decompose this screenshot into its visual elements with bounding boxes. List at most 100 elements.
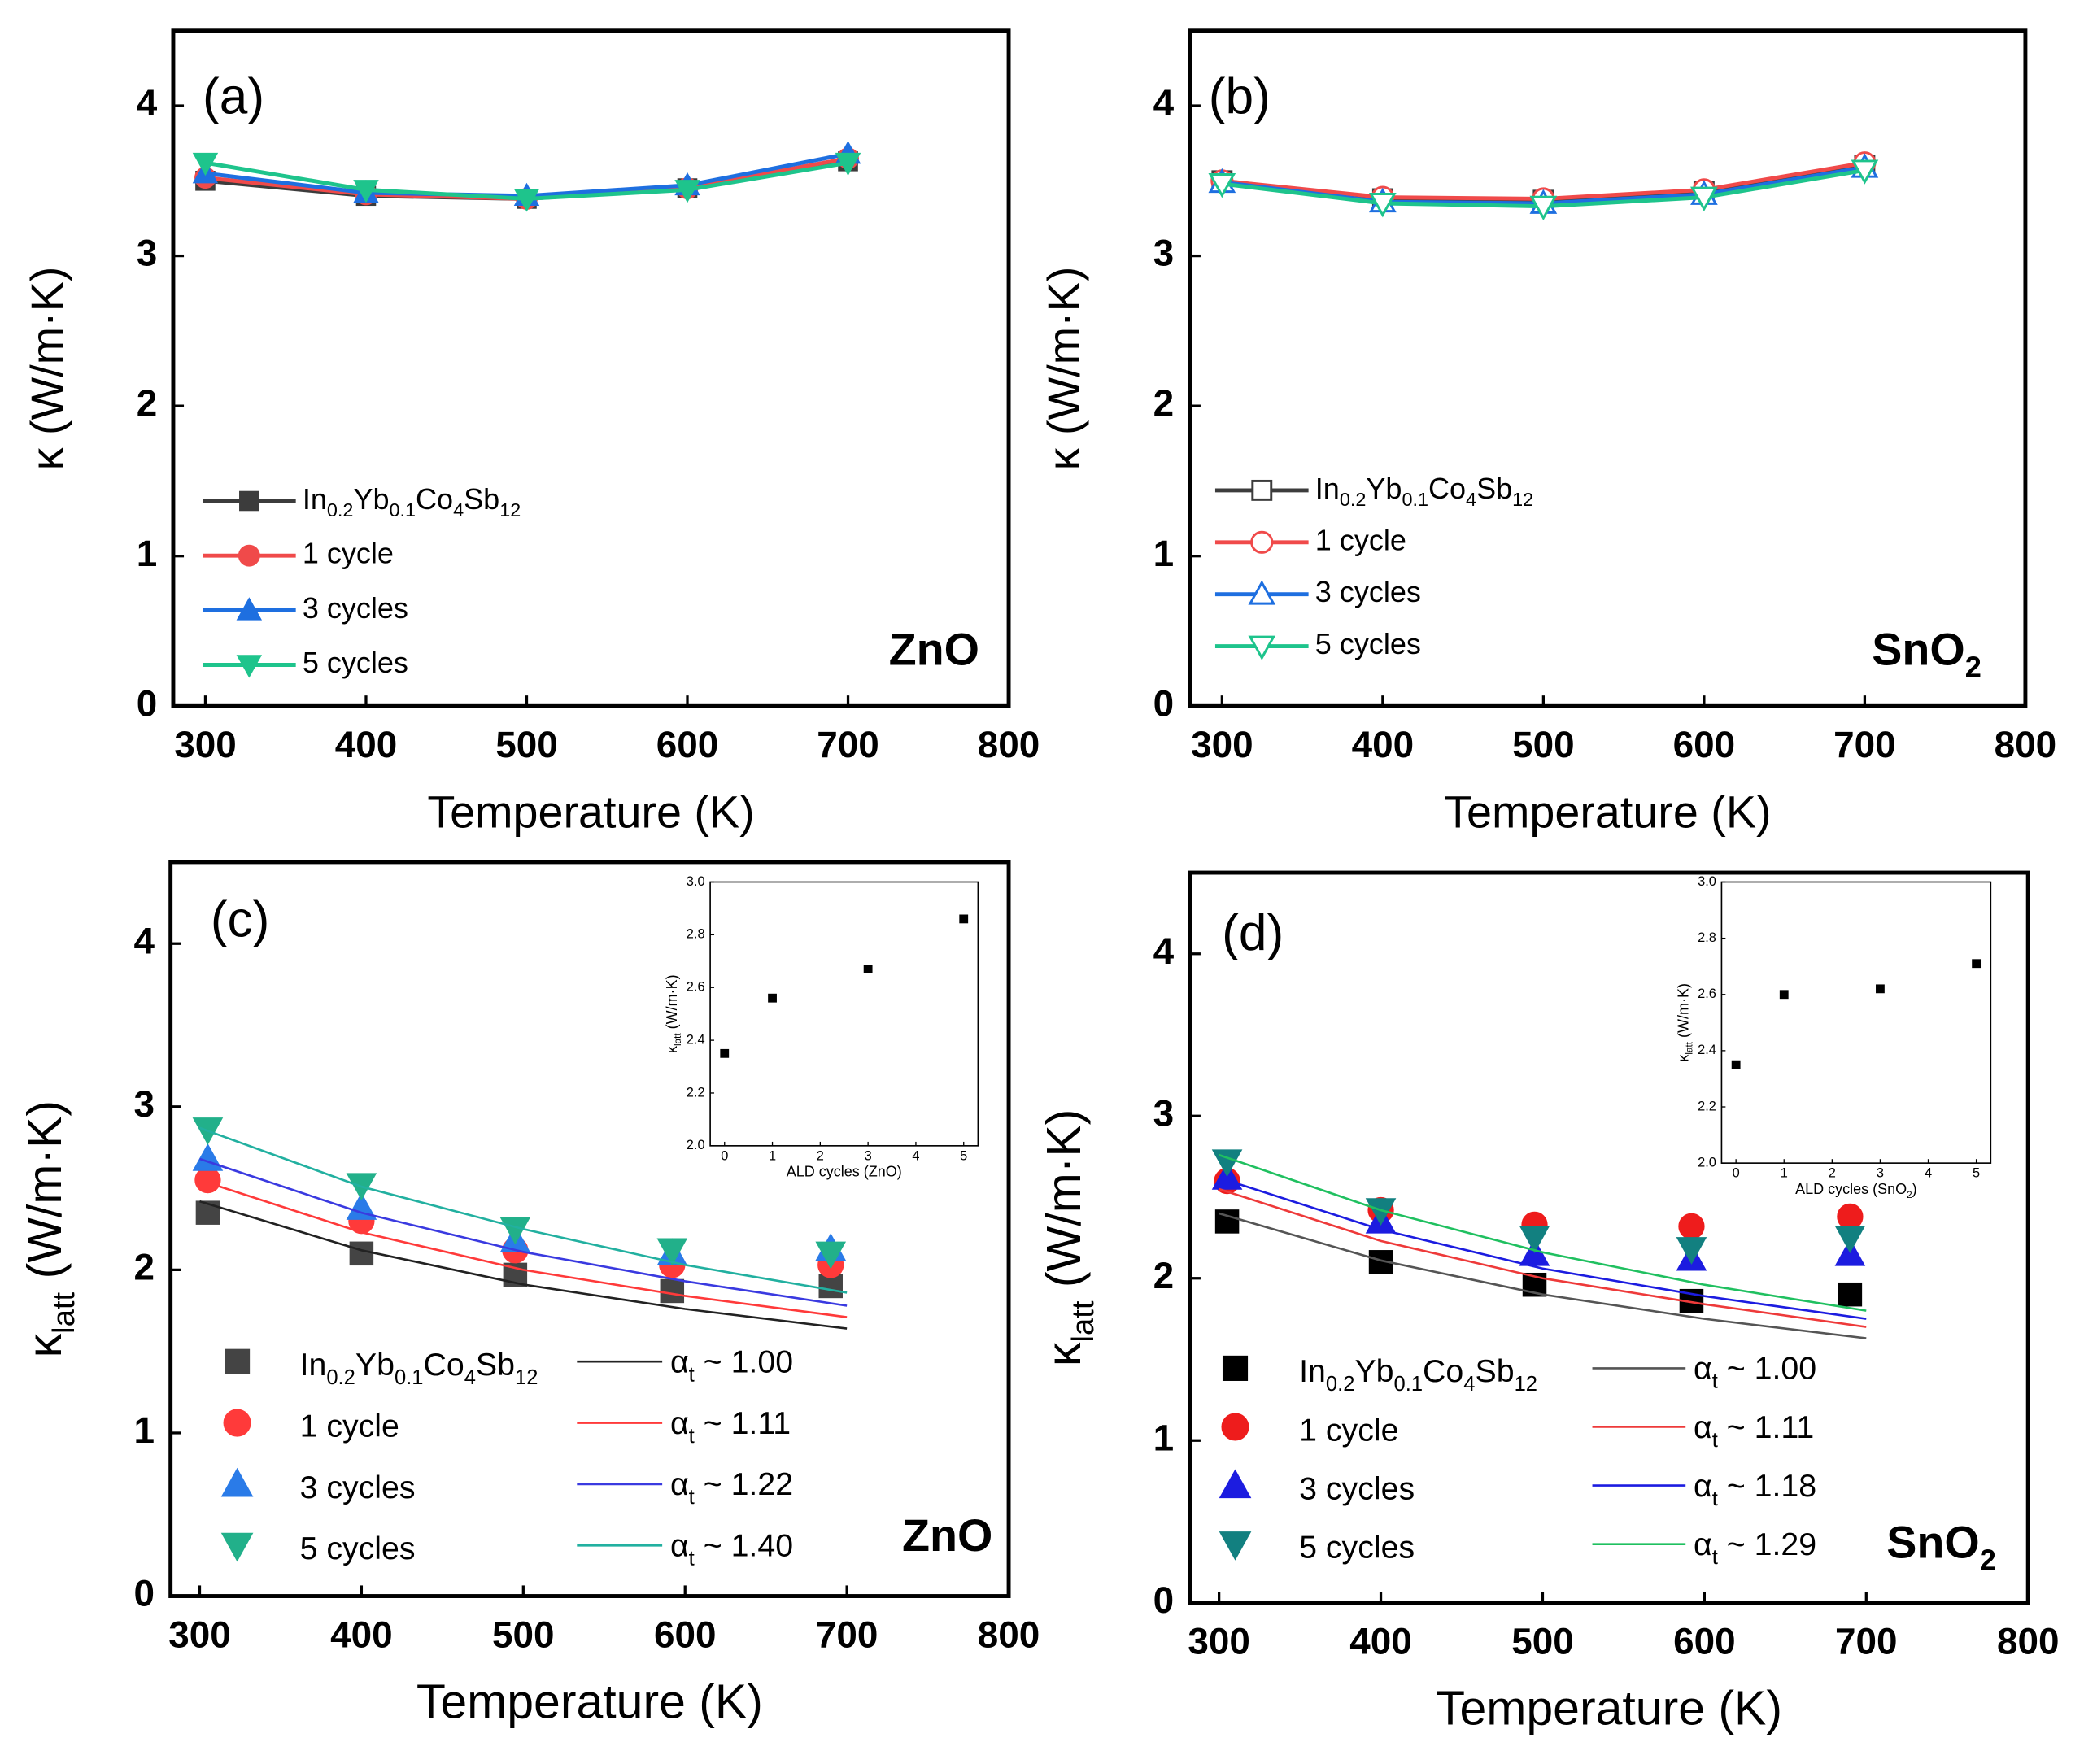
y-tick-label: 2.2 (687, 1085, 705, 1100)
y-tick-label: 4 (1153, 81, 1175, 124)
marker (768, 993, 777, 1003)
y-tick-label: 2.8 (687, 927, 705, 942)
series-line (1219, 1212, 1867, 1339)
legend-marker (225, 1348, 251, 1374)
material-label: ZnO (902, 1510, 992, 1561)
legend-marker (236, 655, 263, 678)
y-tick-label: 3.0 (1698, 874, 1716, 889)
legend-label: In0.2Yb0.1Co4Sb12 (303, 482, 521, 521)
legend-label: αt ~ 1.40 (670, 1528, 793, 1570)
y-axis-title: κlatt (W/m·K) (1038, 1109, 1101, 1366)
legend-marker (1222, 1355, 1249, 1381)
y-tick-label: 2 (134, 1245, 155, 1287)
legend-label: αt ~ 1.18 (1694, 1468, 1816, 1509)
x-axis-title: Temperature (K) (1444, 786, 1771, 837)
y-tick-label: 3 (137, 232, 158, 274)
y-tick-label: 2.0 (1698, 1155, 1716, 1169)
legend-label: αt ~ 1.00 (670, 1344, 793, 1386)
y-tick-label: 2.4 (687, 1032, 705, 1047)
x-axis-title: ALD cycles (ZnO) (787, 1163, 902, 1179)
legend-marker (1251, 479, 1273, 501)
panel-label: (a) (203, 68, 264, 124)
panel: 300 400 500 600 700 800 0 1 2 3 4 Temperature (K) κ … (1039, 28, 2056, 837)
x-tick-label: 5 (960, 1148, 967, 1163)
x-tick-label: 3 (1877, 1166, 1884, 1181)
y-tick-label: 0 (1153, 682, 1175, 724)
y-axis-title: κlatt (W/m·K) (19, 1100, 81, 1357)
x-tick-label: 5 (1973, 1166, 1980, 1181)
y-tick-label: 3 (1153, 232, 1175, 274)
panel-label: (c) (211, 892, 270, 948)
plot-frame (709, 881, 979, 1147)
y-axis-title: κ (W/m·K) (1039, 267, 1089, 471)
legend-label: 3 cycles (300, 1470, 416, 1505)
legend-label: 1 cycle (1315, 523, 1406, 556)
legend-label: 5 cycles (300, 1531, 416, 1566)
panel-label: (b) (1209, 68, 1271, 124)
x-tick-label: 2 (817, 1148, 824, 1163)
legend-marker (1248, 580, 1276, 605)
x-axis-title: ALD cycles (SnO2) (1795, 1181, 1917, 1200)
y-axis-title: κ (W/m·K) (22, 267, 72, 471)
marker (815, 1241, 847, 1270)
legend-marker (1219, 1531, 1252, 1561)
marker (656, 1238, 688, 1266)
marker (1876, 984, 1885, 994)
y-tick-label: 4 (1153, 930, 1175, 972)
y-tick-label: 1 (1153, 1416, 1175, 1458)
marker (1779, 990, 1789, 1000)
y-tick-label: 1 (137, 532, 158, 574)
legend-label: 3 cycles (1299, 1471, 1415, 1507)
marker (660, 1278, 685, 1304)
x-tick-label: 300 (174, 723, 237, 765)
x-tick-label: 300 (1191, 723, 1253, 765)
y-tick-label: 3 (1153, 1091, 1175, 1134)
marker (349, 1241, 374, 1266)
legend-marker (239, 490, 259, 512)
y-tick-label: 2.8 (1698, 930, 1716, 945)
legend-label: 1 cycle (300, 1409, 399, 1444)
x-tick-label: 600 (656, 723, 719, 765)
marker (1972, 959, 1982, 969)
x-tick-label: 4 (912, 1148, 919, 1163)
x-tick-label: 700 (1835, 1620, 1898, 1662)
x-tick-label: 600 (654, 1613, 717, 1655)
x-tick-label: 600 (1673, 1620, 1736, 1662)
x-tick-label: 500 (495, 723, 558, 765)
series-line (199, 1178, 848, 1318)
y-tick-label: 3.0 (687, 874, 705, 889)
y-tick-label: 0 (1153, 1579, 1175, 1621)
series-line (199, 1126, 848, 1294)
x-tick-label: 300 (1188, 1620, 1250, 1662)
y-tick-label: 0 (134, 1572, 155, 1614)
panel: 300 400 500 600 700 800 0 1 2 3 4 Temperature (K) κ … (22, 28, 1040, 837)
legend-label: αt ~ 1.11 (670, 1405, 791, 1447)
legend-marker (1250, 530, 1274, 554)
legend-label: 1 cycle (303, 537, 394, 570)
legend-marker (236, 597, 263, 621)
x-tick-label: 0 (1733, 1166, 1740, 1181)
x-tick-label: 700 (816, 1613, 879, 1655)
y-tick-label: 2.2 (1698, 1099, 1716, 1113)
legend-label: In0.2Yb0.1Co4Sb12 (300, 1347, 538, 1388)
legend-label: In0.2Yb0.1Co4Sb12 (1299, 1353, 1537, 1395)
legend-label: αt ~ 1.00 (1694, 1351, 1816, 1392)
legend-label: 3 cycles (303, 591, 408, 625)
x-tick-label: 1 (769, 1148, 776, 1163)
plot-frame (1188, 28, 2028, 708)
marker (959, 914, 969, 924)
legend-label: In0.2Yb0.1Co4Sb12 (1315, 471, 1533, 510)
plot-frame (1720, 881, 1992, 1164)
y-axis-title: κlatt (W/m·K) (664, 974, 683, 1053)
series-line (199, 1157, 848, 1307)
marker (1519, 1226, 1550, 1253)
marker (353, 180, 379, 203)
material-label: SnO2 (1872, 624, 1982, 683)
series-line (1219, 1187, 1867, 1328)
marker (818, 1274, 843, 1299)
legend-marker (1221, 1413, 1249, 1441)
marker (1731, 1060, 1741, 1069)
marker (1211, 1149, 1243, 1178)
inset-chart: 0 1 2 3 4 5 2.0 2.2 2.4 2.6 2.8 3.0 ALD cycles (ZnO)… (664, 874, 979, 1179)
